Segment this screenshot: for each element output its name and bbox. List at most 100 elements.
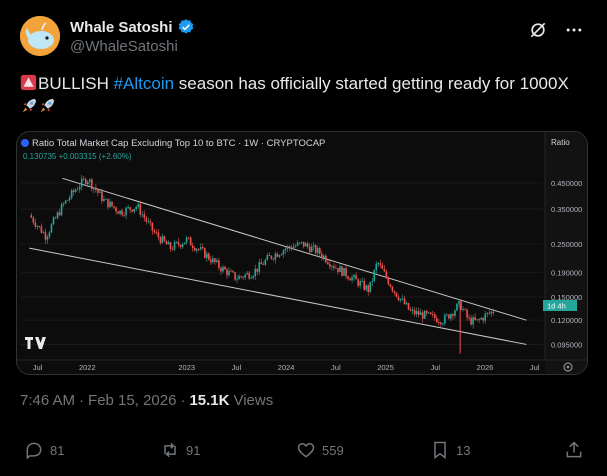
candle-body (480, 318, 482, 320)
candle-body (284, 248, 287, 251)
price-chart: 0.450000 0.350000 0.250000 0.190000 0.150000… (17, 132, 587, 374)
candle-body (137, 204, 140, 207)
candle-body (147, 221, 150, 223)
x-tick-label: 2024 (278, 363, 295, 372)
candle-body (80, 178, 83, 187)
candle-body (450, 314, 452, 319)
trendline (29, 247, 527, 345)
tweet-text-prefix: BULLISH (38, 74, 114, 93)
ratio-label: Ratio (551, 138, 570, 147)
candle-body (425, 310, 428, 314)
grok-icon[interactable] (528, 20, 548, 40)
candle-body (270, 255, 273, 259)
candle-body (36, 226, 39, 227)
candle-body (143, 214, 146, 218)
x-tick-label: Jul (33, 363, 43, 372)
candle-body (318, 248, 321, 254)
candle-body (228, 270, 230, 276)
candle-body (486, 312, 489, 314)
trendline (62, 177, 527, 321)
candle-body (103, 198, 105, 202)
candle-body (397, 296, 400, 301)
x-tick-label: Jul (430, 363, 440, 372)
candle-body (288, 246, 291, 248)
candle-body (220, 267, 222, 272)
candle-body (64, 200, 67, 204)
candle-body (254, 268, 257, 277)
repost-button[interactable]: 91 (160, 440, 200, 460)
x-tick-label: 2026 (477, 363, 494, 372)
candle-body (355, 275, 357, 280)
candle-body (163, 236, 166, 242)
candle-body (391, 286, 394, 291)
candle-body (60, 204, 63, 216)
candle-body (403, 298, 406, 305)
share-button[interactable] (564, 440, 584, 460)
candle-body (62, 203, 65, 205)
candle-body (131, 209, 133, 212)
candle-body (74, 189, 77, 192)
candle-body (127, 207, 129, 208)
candle-body (226, 269, 228, 276)
candle-body (460, 300, 462, 310)
candle-body (470, 317, 472, 325)
candle-body (95, 187, 97, 191)
candle-body (238, 276, 240, 280)
candle-body (141, 214, 144, 216)
candle-body (446, 314, 448, 316)
candle-body (444, 315, 446, 324)
candle-body (208, 253, 210, 260)
display-name[interactable]: Whale Satoshi (70, 18, 173, 36)
like-button[interactable]: 559 (296, 440, 344, 460)
candle-body (153, 230, 156, 233)
share-icon (566, 441, 582, 458)
candle-body (30, 215, 33, 218)
x-tick-label: 2023 (178, 363, 195, 372)
more-options-icon[interactable] (564, 20, 584, 40)
candle-body (427, 312, 430, 314)
hashtag-link[interactable]: #Altcoin (113, 74, 175, 93)
candle-body (111, 201, 113, 207)
chart-settings-icon[interactable] (563, 362, 573, 372)
reply-button[interactable]: 81 (24, 440, 64, 460)
bookmark-button[interactable]: 13 (430, 440, 470, 460)
candle-body (264, 259, 267, 265)
candle-body (109, 201, 111, 208)
candle-body (195, 248, 198, 251)
handle[interactable]: @WhaleSatoshi (70, 38, 178, 55)
tweet-date[interactable]: Feb 15, 2026 (88, 392, 177, 409)
candle-body (52, 217, 55, 225)
candle-body (454, 310, 456, 316)
candle-body (157, 232, 160, 238)
chart-image[interactable]: 0.450000 0.350000 0.250000 0.190000 0.150000… (16, 131, 588, 375)
candle-body (185, 237, 188, 243)
candle-body (46, 236, 49, 240)
candle-body (240, 276, 242, 277)
candle-body (302, 241, 305, 247)
avatar[interactable] (20, 16, 60, 56)
candle-body (246, 272, 248, 275)
candle-body (189, 237, 192, 246)
x-tick-label: 2022 (79, 363, 96, 372)
reply-icon (26, 442, 42, 460)
tweet-actions: 81 91 559 13 (20, 440, 588, 466)
last-price-tag (543, 300, 577, 311)
candle-body (280, 254, 283, 256)
y-tick-label: 0.250000 (551, 240, 582, 249)
candle-body (435, 318, 438, 323)
tweet-time[interactable]: 7:46 AM (20, 392, 76, 409)
candle-body (222, 266, 224, 272)
x-tick-label: Jul (331, 363, 341, 372)
candle-body (359, 281, 361, 286)
candle-body (335, 267, 337, 269)
candle-body (216, 260, 218, 262)
candle-body (101, 191, 103, 202)
candle-body (478, 319, 480, 321)
candle-body (349, 278, 351, 281)
candle-body (385, 271, 388, 278)
candle-body (167, 242, 170, 245)
candle-body (442, 323, 444, 325)
candle-body (401, 298, 404, 300)
candle-body (125, 207, 127, 216)
candle-body (242, 276, 244, 278)
